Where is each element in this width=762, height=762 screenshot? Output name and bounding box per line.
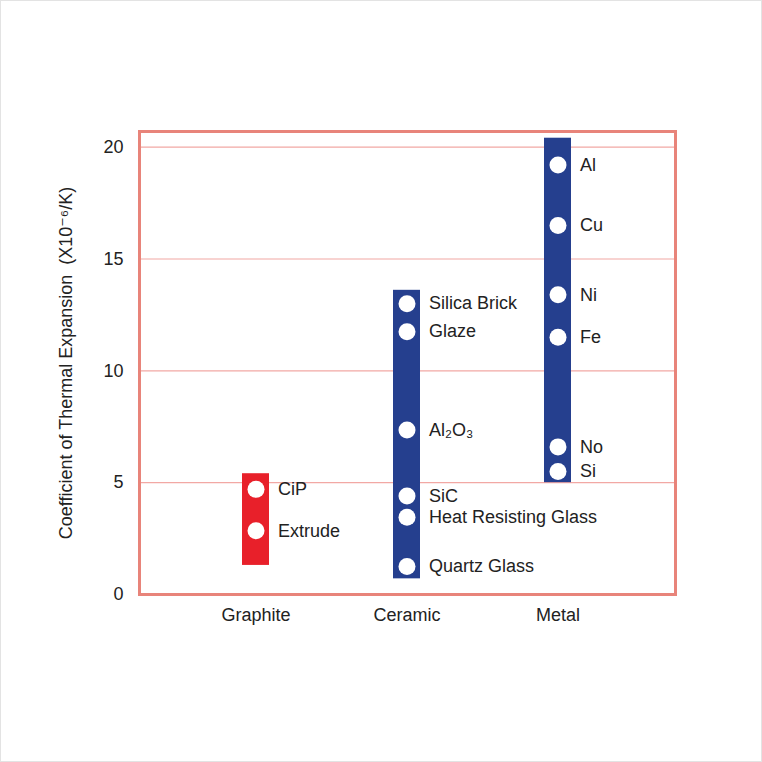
svg-text:Cu: Cu (580, 215, 603, 235)
svg-text:20: 20 (103, 137, 123, 157)
svg-text:Ni: Ni (580, 285, 597, 305)
svg-text:10: 10 (103, 361, 123, 381)
svg-text:Ceramic: Ceramic (373, 605, 440, 625)
svg-text:Coefficient of Thermal Expansi: Coefficient of Thermal Expansion (X10⁻⁶/… (56, 187, 76, 539)
svg-text:Glaze: Glaze (429, 321, 476, 341)
svg-text:CiP: CiP (278, 479, 307, 499)
svg-text:Quartz Glass: Quartz Glass (429, 556, 534, 576)
svg-text:Silica Brick: Silica Brick (429, 293, 518, 313)
svg-text:No: No (580, 437, 603, 457)
svg-text:Al: Al (580, 155, 596, 175)
svg-text:Fe: Fe (580, 327, 601, 347)
svg-text:Heat Resisting Glass: Heat Resisting Glass (429, 507, 597, 527)
svg-text:15: 15 (103, 249, 123, 269)
svg-text:Si: Si (580, 461, 596, 481)
svg-text:5: 5 (113, 472, 123, 492)
svg-text:Al₂O₃: Al₂O₃ (429, 420, 473, 440)
svg-text:0: 0 (113, 584, 123, 604)
svg-text:Extrude: Extrude (278, 521, 340, 541)
svg-text:Metal: Metal (536, 605, 580, 625)
svg-text:SiC: SiC (429, 486, 458, 506)
svg-text:Graphite: Graphite (221, 605, 290, 625)
